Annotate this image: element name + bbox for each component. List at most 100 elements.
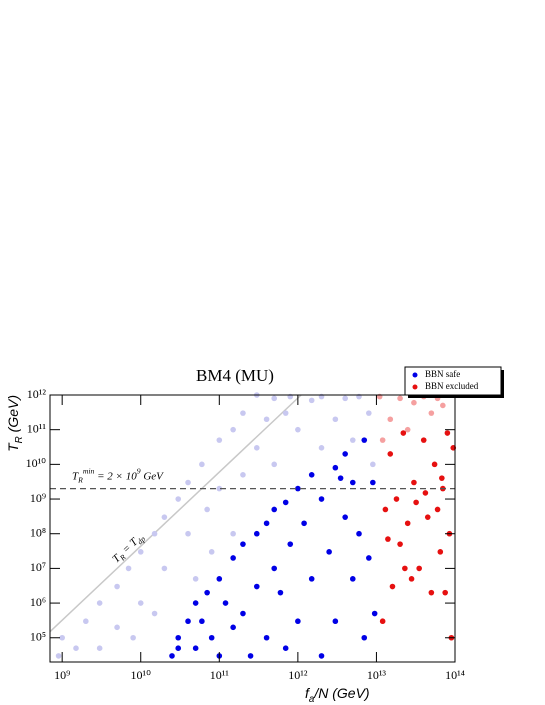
x-tick-label: 10¹²: [288, 668, 308, 682]
point: [175, 645, 182, 651]
point: [411, 479, 417, 486]
point: [444, 430, 451, 436]
y-tick-label: 10⁵: [30, 630, 46, 644]
point: [349, 479, 356, 486]
point: [301, 520, 307, 527]
point: [151, 610, 158, 617]
point: [271, 506, 278, 513]
y-tick-label: 10⁸: [30, 525, 46, 539]
point: [282, 410, 289, 416]
point: [440, 402, 446, 409]
point: [137, 600, 144, 606]
x-axis-label-part: a: [309, 694, 315, 705]
point: [175, 496, 182, 502]
point: [382, 506, 389, 513]
reference-label-part: dp: [136, 534, 148, 546]
point: [389, 583, 396, 590]
point: [253, 445, 260, 451]
plot-frame: [49, 394, 456, 663]
point: [240, 541, 246, 547]
point: [185, 618, 191, 625]
point: [308, 576, 315, 582]
point: [332, 416, 339, 423]
point: [387, 416, 394, 423]
point: [96, 645, 103, 651]
point: [318, 496, 325, 502]
point: [411, 399, 417, 406]
point: [161, 514, 168, 520]
point: [83, 618, 89, 625]
point: [208, 549, 215, 555]
point: [318, 445, 325, 451]
point: [282, 499, 289, 506]
point: [361, 634, 368, 641]
threshold-label-part: GeV: [141, 470, 165, 482]
point: [73, 645, 79, 651]
point: [337, 475, 344, 481]
point: [422, 490, 429, 496]
point: [332, 618, 339, 625]
point: [271, 461, 278, 468]
point: [151, 530, 158, 537]
point: [271, 395, 278, 402]
point: [342, 451, 348, 457]
point: [393, 496, 400, 502]
point: [413, 499, 419, 506]
point: [199, 461, 205, 468]
point: [349, 576, 356, 582]
y-axis-label: TR (GeV): [5, 395, 25, 452]
point: [404, 426, 411, 433]
point: [222, 600, 229, 606]
point: [434, 506, 441, 513]
point: [295, 485, 301, 492]
y-tick-label: 10¹¹: [27, 421, 47, 435]
point: [125, 565, 132, 572]
legend-marker: [412, 372, 418, 378]
y-axis-label-part: (GeV): [5, 395, 21, 436]
point: [199, 618, 205, 625]
x-tick-label: 10¹³: [367, 668, 387, 682]
point: [308, 397, 315, 404]
point: [114, 624, 120, 631]
x-tick-label: 10⁹: [54, 668, 70, 682]
y-axis-label-part: T: [5, 442, 21, 452]
x-tick-label: 10¹⁰: [131, 668, 152, 682]
point: [216, 437, 223, 443]
point: [247, 653, 254, 659]
point: [370, 479, 376, 486]
point: [59, 634, 65, 641]
point: [404, 520, 411, 527]
point: [424, 514, 431, 520]
point: [161, 565, 168, 572]
point: [114, 583, 120, 590]
point: [55, 653, 62, 659]
point: [216, 576, 223, 582]
point: [282, 645, 289, 651]
reference-label-part: R: [118, 553, 129, 564]
point: [342, 395, 348, 402]
point: [192, 645, 199, 651]
point: [253, 530, 260, 537]
point: [439, 475, 445, 481]
threshold-label: TRmin = 2 × 109 GeV: [72, 467, 164, 485]
point: [431, 461, 438, 468]
point: [287, 541, 294, 547]
point: [216, 485, 223, 492]
point: [96, 600, 103, 606]
threshold-label-part: T: [72, 470, 79, 482]
x-axis-label-part: /N (GeV): [313, 685, 369, 701]
reference-line: [49, 394, 302, 633]
y-tick-label: 10¹⁰: [26, 456, 47, 470]
point: [204, 506, 210, 513]
y-tick-label: 10⁷: [30, 560, 46, 574]
point: [379, 618, 386, 625]
point: [416, 565, 422, 572]
point: [387, 451, 394, 457]
point: [240, 610, 246, 617]
point: [437, 549, 444, 555]
point: [192, 600, 199, 606]
point: [400, 430, 407, 436]
threshold-label-part: min: [83, 467, 95, 476]
point: [342, 514, 348, 520]
point: [230, 555, 236, 561]
